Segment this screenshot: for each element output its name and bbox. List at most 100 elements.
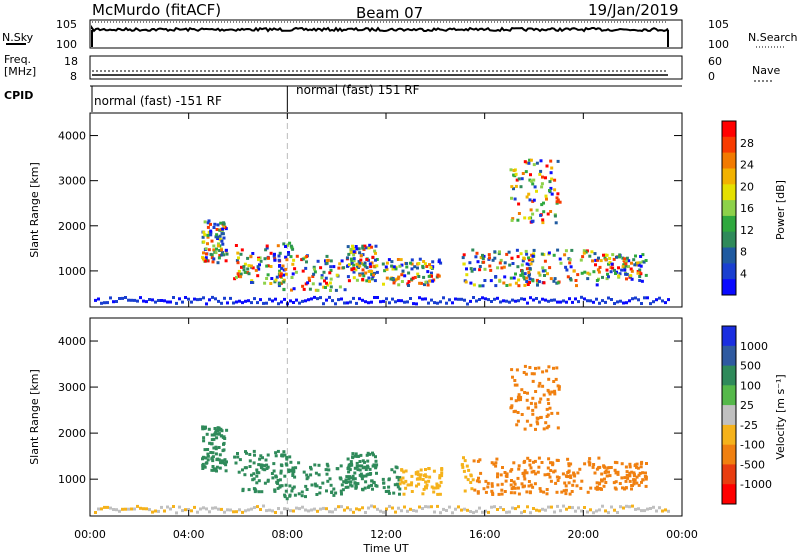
- power-echo-cell: [247, 272, 251, 276]
- velocity-echo-cell: [522, 371, 526, 374]
- power-ground-cell: [133, 298, 136, 302]
- power-echo-cell: [375, 258, 379, 261]
- velocity-echo-cell: [531, 379, 535, 383]
- velocity-ground-cell: [553, 510, 556, 514]
- power-echo-cell: [286, 243, 290, 247]
- velocity-echo-cell: [440, 471, 444, 475]
- power-echo-cell: [324, 286, 327, 289]
- velocity-echo-cell: [340, 483, 344, 487]
- velocity-echo-cell: [354, 485, 358, 489]
- power-echo-cell: [316, 288, 320, 292]
- velocity-echo-cell: [309, 473, 313, 477]
- velocity-echo-cell: [361, 466, 365, 470]
- power-echo-cell: [527, 263, 531, 267]
- power-echo-cell: [591, 259, 594, 263]
- power-echo-cell: [243, 262, 247, 266]
- power-echo-cell: [350, 259, 354, 263]
- power-echo-cell: [233, 277, 237, 281]
- power-echo-cell: [352, 267, 356, 270]
- power-ground-cell: [244, 299, 247, 303]
- velocity-ground-cell: [454, 507, 457, 511]
- power-echo-cell: [529, 173, 532, 177]
- velocity-echo-cell: [513, 482, 517, 486]
- velocity-echo-cell: [241, 489, 245, 493]
- power-echo-cell: [329, 265, 333, 269]
- power-echo-cell: [206, 221, 210, 225]
- power-ground-cell: [655, 298, 658, 302]
- power-ground-cell: [157, 299, 160, 302]
- velocity-ground-cell: [328, 510, 331, 514]
- power-echo-cell: [202, 251, 205, 255]
- power-echo-cell: [201, 257, 205, 261]
- velocity-echo-cell: [539, 489, 543, 493]
- velocity-ground-cell: [202, 506, 205, 510]
- velocity-echo-cell: [644, 471, 647, 475]
- power-echo-cell: [370, 269, 374, 273]
- velocity-echo-cell: [635, 475, 639, 479]
- power-echo-cell: [293, 267, 297, 271]
- power-echo-cell: [308, 279, 311, 282]
- power-echo-cell: [508, 263, 512, 267]
- velocity-echo-cell: [500, 488, 504, 492]
- power-echo-cell: [337, 266, 341, 270]
- velocity-ytick-label: 4000: [58, 335, 86, 348]
- power-echo-cell: [476, 260, 480, 264]
- power-ground-cell: [337, 298, 340, 302]
- power-echo-cell: [346, 275, 350, 279]
- power-ground-cell: [439, 300, 442, 304]
- power-ground-cell: [643, 296, 646, 300]
- velocity-echo-cell: [519, 398, 522, 402]
- velocity-echo-cell: [476, 491, 480, 495]
- velocity-echo-cell: [365, 453, 369, 457]
- velocity-echo-cell: [407, 483, 411, 487]
- power-echo-cell: [472, 283, 476, 287]
- power-ground-cell: [460, 297, 463, 301]
- power-echo-cell: [493, 256, 497, 260]
- velocity-echo-cell: [555, 366, 559, 370]
- velocity-echo-cell: [215, 465, 219, 469]
- velocity-ground-cell: [241, 510, 244, 514]
- velocity-echo-cell: [564, 484, 568, 488]
- power-ground-cell: [661, 299, 664, 303]
- velocity-colorbar-label: Velocity [m s⁻¹]: [774, 374, 787, 459]
- power-echo-cell: [334, 288, 338, 292]
- power-ground-cell: [151, 298, 154, 302]
- power-echo-cell: [539, 169, 543, 173]
- velocity-echo-cell: [547, 457, 551, 461]
- velocity-echo-cell: [623, 487, 627, 491]
- power-echo-cell: [538, 273, 542, 277]
- power-echo-cell: [391, 267, 395, 271]
- velocity-echo-cell: [325, 462, 329, 466]
- power-echo-cell: [385, 276, 389, 280]
- power-echo-cell: [532, 178, 536, 182]
- velocity-echo-cell: [395, 475, 399, 479]
- power-echo-cell: [553, 277, 557, 281]
- velocity-ground-cell: [439, 511, 442, 515]
- velocity-echo-cell: [535, 416, 539, 420]
- velocity-echo-cell: [400, 480, 404, 484]
- velocity-echo-cell: [341, 488, 345, 492]
- velocity-echo-cell: [285, 455, 289, 459]
- velocity-echo-cell: [283, 453, 287, 457]
- power-echo-cell: [251, 266, 255, 270]
- power-echo-cell: [556, 159, 560, 163]
- power-echo-cell: [605, 253, 609, 257]
- velocity-echo-cell: [371, 451, 374, 455]
- velocity-ground-cell: [517, 505, 520, 509]
- power-echo-cell: [326, 258, 330, 262]
- power-echo-cell: [520, 272, 524, 276]
- velocity-echo-cell: [633, 464, 637, 468]
- power-echo-cell: [407, 271, 411, 275]
- power-echo-cell: [527, 274, 531, 278]
- velocity-ground-cell: [121, 507, 124, 511]
- velocity-echo-cell: [283, 493, 287, 497]
- velocity-echo-cell: [547, 365, 551, 369]
- velocity-echo-cell: [347, 477, 351, 481]
- power-echo-cell: [291, 272, 295, 276]
- velocity-echo-cell: [283, 474, 287, 478]
- velocity-echo-cell: [395, 482, 399, 486]
- power-echo-cell: [552, 279, 556, 283]
- power-echo-cell: [287, 253, 291, 256]
- power-echo-cell: [493, 250, 497, 254]
- power-echo-cell: [373, 279, 377, 283]
